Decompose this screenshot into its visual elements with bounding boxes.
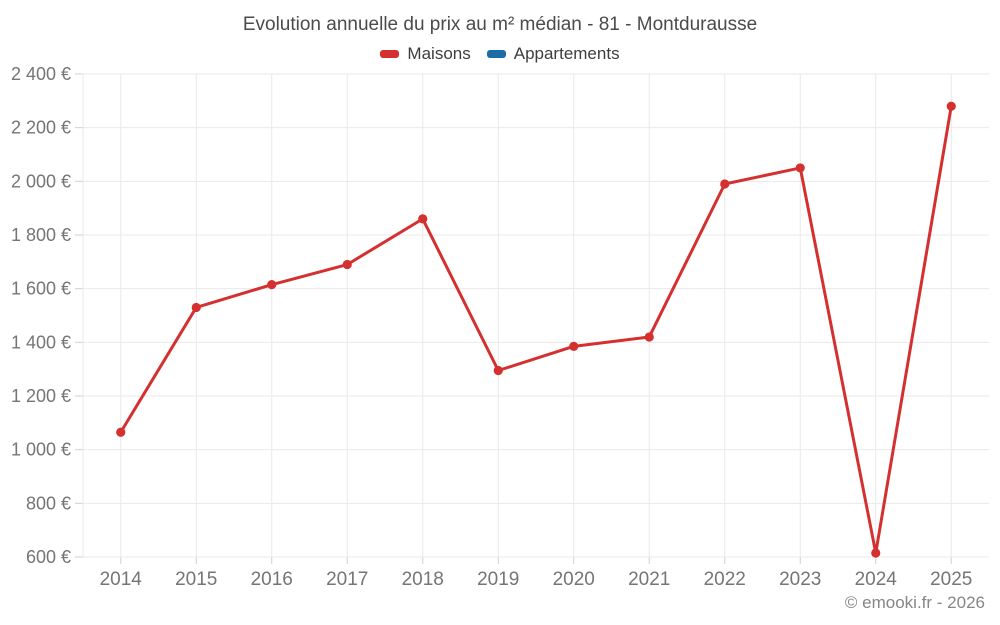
- data-point-marker[interactable]: [342, 259, 352, 270]
- data-point-marker[interactable]: [569, 341, 579, 351]
- data-point-marker[interactable]: [946, 101, 956, 111]
- series-line: [119, 104, 953, 555]
- copyright-attribution: © emooki.fr - 2026: [844, 593, 985, 612]
- data-point-marker[interactable]: [418, 214, 428, 224]
- x-axis-tick-label: 2025: [930, 569, 972, 590]
- y-axis-tick-label: 600 €: [26, 547, 71, 567]
- data-point-marker[interactable]: [493, 365, 503, 376]
- plot-grid: 600 € 800 € 1 000 € 1 200 € 1 400 € 1 600 € 1 …: [11, 64, 989, 590]
- y-axis-tick-label: 1 600 €: [11, 279, 71, 299]
- y-axis-tick-label: 800 €: [26, 493, 71, 513]
- y-axis-tick-label: 1 200 €: [11, 386, 71, 406]
- series-maisons[interactable]: [116, 101, 956, 558]
- data-point-marker[interactable]: [644, 332, 654, 342]
- data-point-marker[interactable]: [191, 302, 201, 313]
- data-point-marker[interactable]: [720, 179, 730, 189]
- data-point-marker[interactable]: [267, 280, 277, 290]
- maisons-series-swatch-icon: [380, 50, 400, 58]
- legend: Maisons Appartements: [0, 44, 1000, 64]
- legend-label-appartements: Appartements: [513, 44, 620, 63]
- x-axis-tick-label: 2014: [100, 569, 143, 590]
- chart-title: Evolution annuelle du prix au m² médian …: [242, 14, 758, 35]
- y-axis-tick-label: 1 000 €: [11, 440, 71, 460]
- x-axis-tick-label: 2020: [553, 569, 595, 590]
- x-axis-tick-label: 2016: [251, 569, 293, 590]
- x-axis-tick-label: 2017: [326, 569, 368, 590]
- y-axis-tick-label: 1 400 €: [11, 332, 71, 352]
- data-point-marker[interactable]: [116, 427, 126, 437]
- x-axis-tick-label: 2018: [402, 569, 444, 590]
- x-axis-tick-label: 2024: [855, 569, 898, 590]
- legend-item-maisons[interactable]: Maisons: [380, 44, 471, 64]
- legend-label-maisons: Maisons: [407, 44, 471, 63]
- y-axis-tick-label: 2 000 €: [11, 171, 71, 191]
- y-axis-tick-label: 2 200 €: [11, 118, 71, 138]
- legend-item-appartements[interactable]: Appartements: [486, 44, 620, 64]
- x-axis-tick-label: 2019: [477, 569, 519, 590]
- x-axis-tick-label: 2022: [704, 569, 746, 590]
- data-point-marker[interactable]: [871, 548, 881, 558]
- x-axis-tick-label: 2015: [175, 569, 217, 590]
- x-axis-tick-label: 2023: [779, 569, 821, 590]
- appartements-series-swatch-icon: [486, 50, 506, 58]
- x-axis-tick-label: 2021: [628, 569, 670, 590]
- y-axis-tick-label: 2 400 €: [11, 64, 71, 84]
- y-axis-tick-label: 1 800 €: [11, 225, 71, 245]
- data-point-marker[interactable]: [795, 163, 805, 173]
